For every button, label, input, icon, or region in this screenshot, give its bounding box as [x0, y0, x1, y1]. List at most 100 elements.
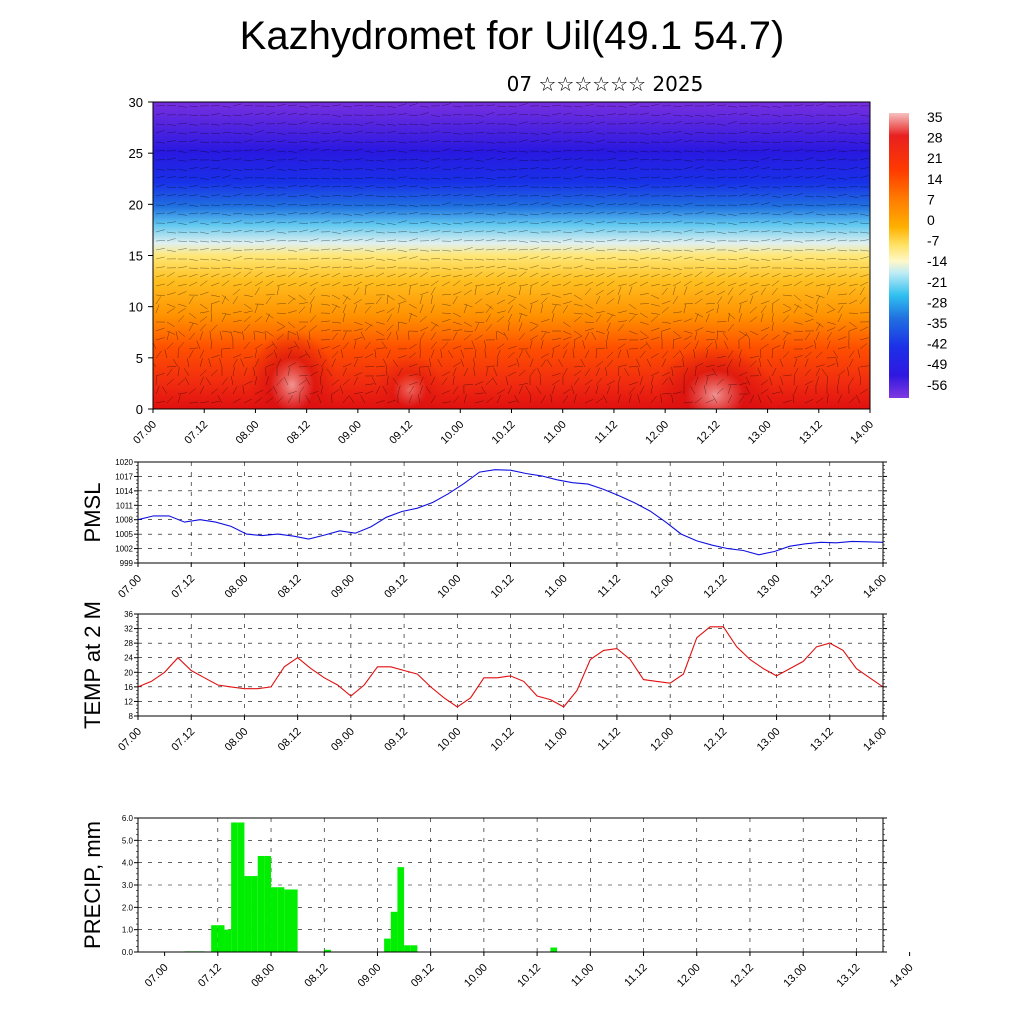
wind-barb: [529, 304, 533, 314]
wind-barb: [196, 340, 201, 350]
wind-barb: [474, 400, 484, 404]
wind-barb: [782, 159, 792, 161]
wind-barb: [562, 388, 571, 395]
wind-barb: [738, 239, 748, 242]
wind-barb: [661, 194, 671, 197]
wind-barb: [562, 336, 572, 341]
wind-barb: [628, 177, 638, 180]
wind-barb: [485, 239, 495, 242]
wind-barb: [485, 314, 491, 323]
wind-barb: [166, 221, 176, 224]
wind-barb: [437, 358, 443, 368]
wind-barb: [551, 240, 561, 243]
wind-barb: [826, 363, 836, 368]
wind-barb: [177, 186, 187, 189]
wind-barb: [760, 248, 770, 251]
wind-barb: [551, 204, 561, 207]
wind-barb: [539, 376, 542, 386]
wind-barb: [353, 177, 363, 179]
wind-barb: [397, 256, 407, 260]
wind-barb: [188, 258, 198, 262]
wind-barb: [243, 132, 253, 135]
wind-barb: [507, 112, 517, 116]
wind-barb: [177, 193, 187, 197]
wind-barb: [382, 385, 388, 395]
wind-barb: [628, 249, 638, 252]
wind-barb: [474, 322, 480, 332]
wind-barb: [551, 167, 561, 170]
wind-barb: [463, 167, 473, 170]
heatmap-x-tick-label: 12.00: [643, 419, 671, 447]
wind-barb: [826, 394, 829, 404]
wind-barb: [584, 368, 591, 377]
wind-barb: [309, 131, 319, 134]
y-tick-label: 12: [124, 697, 133, 706]
wind-barb: [859, 337, 869, 341]
wind-barb: [375, 347, 385, 350]
wind-barb: [672, 281, 682, 287]
wind-barb: [837, 123, 847, 126]
x-tick-label: 08.12: [276, 726, 304, 754]
wind-barb: [221, 330, 231, 333]
wind-barb: [342, 363, 352, 368]
y-tick-label: 6.0: [122, 814, 134, 823]
y-tick-label: 1017: [115, 472, 133, 481]
wind-barb: [199, 141, 209, 143]
wind-barb: [474, 286, 477, 296]
wind-barb: [738, 141, 748, 144]
wind-barb: [727, 394, 733, 404]
wind-barb: [793, 273, 803, 278]
wind-barb: [771, 195, 781, 198]
wind-barb: [760, 220, 770, 224]
wind-barb: [232, 256, 242, 260]
wind-barb: [265, 397, 274, 404]
wind-barb: [331, 194, 341, 197]
wind-barb: [353, 238, 363, 242]
wind-barb: [265, 159, 275, 162]
wind-barb: [859, 266, 869, 269]
wind-barb: [243, 398, 253, 404]
wind-barb: [485, 123, 495, 125]
wind-barb: [639, 240, 649, 242]
wind-barb: [430, 177, 440, 180]
wind-barb: [177, 140, 187, 143]
wind-barb: [672, 130, 682, 134]
wind-barb: [584, 141, 594, 144]
wind-barb: [441, 312, 451, 314]
wind-barb: [683, 286, 688, 296]
wind-barb: [210, 150, 220, 153]
wind-barb: [364, 341, 371, 350]
precip-bar: [244, 876, 252, 952]
wind-barb: [430, 186, 440, 189]
wind-barb: [573, 370, 582, 377]
wind-barb: [317, 394, 322, 404]
wind-barb: [650, 353, 659, 359]
y-tick-label: 8: [129, 712, 134, 721]
wind-barb: [672, 351, 680, 359]
wind-barb: [771, 349, 773, 359]
wind-barb: [232, 354, 242, 359]
wind-barb: [485, 291, 495, 296]
wind-barb: [320, 257, 330, 260]
y-tick-label: 1.0: [122, 926, 134, 935]
wind-barb: [474, 212, 484, 215]
wind-barb: [471, 340, 476, 350]
wind-barb: [232, 186, 242, 189]
heatmap-y-tick-label: 5: [136, 351, 143, 366]
wind-barb: [485, 378, 493, 386]
wind-barb: [408, 231, 418, 233]
wind-barb: [727, 385, 732, 395]
wind-barb: [353, 248, 363, 251]
wind-barb: [375, 204, 385, 206]
wind-barb: [199, 211, 209, 215]
wind-barb: [496, 272, 505, 278]
wind-barb: [507, 150, 517, 152]
wind-barb: [683, 202, 693, 206]
wind-barb: [326, 368, 333, 377]
wind-barb: [782, 332, 789, 341]
wind-barb: [815, 130, 825, 134]
wind-barb: [716, 304, 720, 314]
wind-barb: [353, 221, 363, 224]
wind-barb: [782, 274, 792, 278]
